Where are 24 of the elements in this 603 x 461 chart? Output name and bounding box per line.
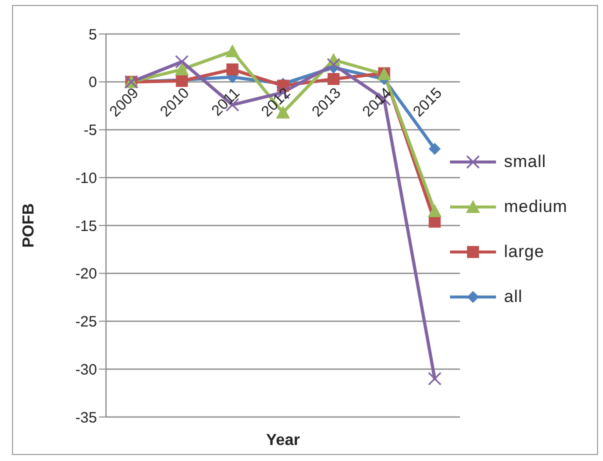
y-tick-label: -10 (75, 170, 97, 187)
y-tick-label: 0 (88, 74, 97, 92)
point (174, 62, 189, 76)
point (326, 58, 340, 72)
y-tick-label: 5 (88, 26, 97, 44)
point (225, 44, 240, 58)
legend-label: all (504, 287, 523, 307)
legend-label: medium (504, 197, 568, 217)
y-tick-label: -20 (75, 266, 97, 283)
x-axis-title: Year (266, 432, 300, 449)
legend-label: small (504, 152, 546, 172)
y-tick-label: -35 (75, 409, 97, 426)
point (226, 63, 238, 76)
y-axis-title: POFB (20, 203, 38, 248)
point (428, 372, 442, 386)
y-tick-label: -25 (75, 314, 97, 331)
point (428, 204, 442, 218)
legend-label: large (504, 242, 544, 262)
y-tick-label: -30 (75, 361, 97, 378)
point (428, 142, 441, 155)
point (175, 54, 189, 69)
y-tick-label: -5 (84, 122, 97, 140)
point (328, 73, 340, 86)
y-tick-label: -15 (75, 218, 97, 235)
